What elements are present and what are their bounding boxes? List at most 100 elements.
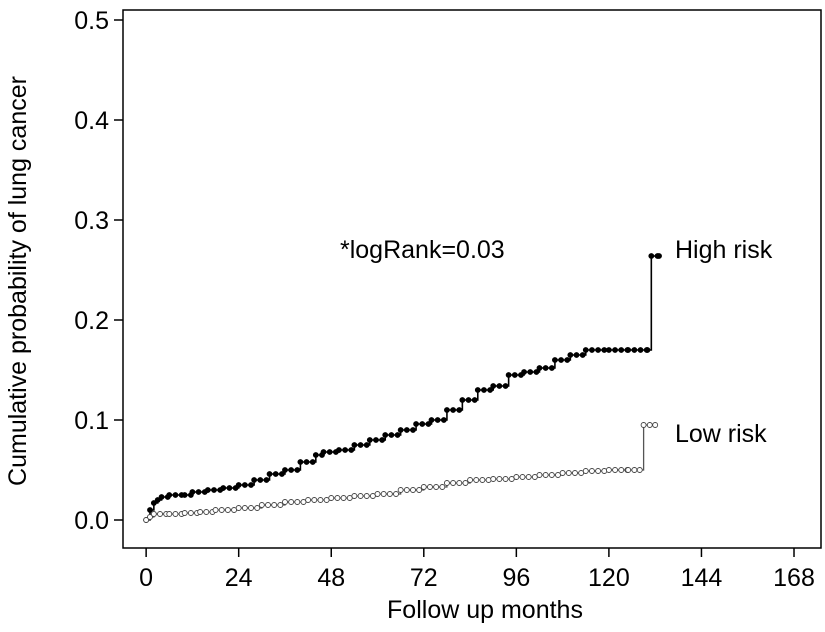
censor-point: [443, 480, 450, 486]
series-label-low-risk: Low risk: [675, 420, 767, 448]
censor-point: [612, 467, 619, 473]
x-tick-label: 72: [410, 564, 438, 592]
plot-frame: [122, 9, 822, 549]
censor-point: [166, 511, 173, 517]
censor-point: [496, 383, 503, 389]
x-tick-label: 144: [681, 564, 723, 592]
censor-point: [147, 507, 153, 513]
censor-point: [150, 511, 157, 517]
y-tick-label: 0.1: [74, 407, 109, 435]
censor-point: [606, 347, 612, 353]
censor-point: [456, 407, 463, 413]
censor-point: [220, 485, 227, 491]
censor-point: [410, 487, 416, 493]
censor-point: [459, 397, 466, 403]
censor-point: [326, 449, 333, 455]
censor-point: [558, 357, 564, 363]
censor-point: [434, 417, 441, 423]
censor-point: [481, 387, 487, 393]
censor-point: [320, 449, 327, 455]
censor-point: [652, 422, 659, 428]
censor-point: [226, 485, 233, 491]
censor-point: [428, 417, 435, 423]
y-tick-label: 0.5: [74, 7, 109, 35]
censor-point: [487, 387, 494, 393]
series-line-high-risk: [146, 255, 660, 521]
censor-point: [248, 505, 254, 511]
censor-point: [288, 467, 295, 473]
censor-point: [485, 477, 492, 483]
censor-point: [195, 489, 202, 495]
censor-point: [525, 474, 532, 480]
censor-point: [181, 492, 188, 498]
censor-point: [462, 480, 469, 486]
censor-point: [235, 505, 242, 511]
censor-point: [305, 497, 312, 503]
censor-point: [150, 500, 157, 506]
censor-point: [251, 477, 258, 483]
censor-point: [172, 492, 179, 498]
censor-point: [203, 509, 210, 515]
censor-point: [595, 468, 602, 474]
censor-point: [397, 487, 404, 493]
x-tick-label: 96: [502, 564, 530, 592]
censor-point: [552, 357, 558, 363]
censor-point: [573, 352, 580, 358]
censor-point: [197, 509, 204, 515]
censor-point: [271, 502, 278, 508]
censor-point: [241, 482, 248, 488]
censor-point: [294, 499, 301, 505]
censor-point: [340, 495, 347, 501]
censor-point: [636, 467, 643, 473]
censor-point: [410, 427, 416, 433]
annotation-logrank: *logRank=0.03: [340, 236, 505, 264]
censor-point: [559, 470, 566, 476]
censor-point: [380, 491, 387, 497]
series-layer: [143, 253, 662, 523]
censor-point: [303, 459, 310, 465]
censor-point: [258, 502, 265, 508]
x-tick-label: 168: [773, 564, 815, 592]
censor-point: [189, 489, 196, 495]
y-tick-label: 0.4: [74, 107, 109, 135]
censor-point: [379, 437, 386, 443]
censor-point: [456, 480, 463, 486]
censor-point: [440, 417, 447, 423]
censor-point: [601, 468, 608, 474]
censor-point: [467, 477, 474, 483]
censor-point: [605, 467, 612, 473]
censor-point: [413, 421, 419, 427]
y-tick-label: 0.3: [74, 207, 109, 235]
censor-point: [567, 352, 574, 358]
censor-point: [595, 347, 602, 353]
censor-point: [471, 397, 478, 403]
censor-point: [588, 468, 595, 474]
censor-point: [309, 459, 316, 465]
censor-point: [444, 407, 450, 413]
x-axis-title: Follow up months: [387, 596, 583, 624]
censor-point: [288, 499, 295, 505]
censor-point: [187, 510, 194, 516]
censor-point: [357, 442, 364, 448]
censor-point: [212, 507, 219, 513]
censor-point: [394, 432, 401, 438]
censor-point: [328, 495, 335, 501]
y-tick-label: 0.0: [74, 507, 109, 535]
censor-point: [278, 471, 285, 477]
censor-point: [342, 447, 349, 453]
censor-point: [166, 492, 173, 498]
censor-point: [582, 468, 589, 474]
censor-point: [235, 482, 242, 488]
censor-point: [536, 365, 543, 371]
censor-point: [425, 421, 432, 427]
censor-point: [656, 253, 662, 259]
censor-point: [366, 437, 373, 443]
censor-point: [579, 352, 586, 358]
censor-point: [204, 487, 211, 493]
censor-point: [374, 491, 381, 497]
censor-point: [625, 347, 632, 353]
censor-point: [450, 480, 457, 486]
censor-point: [519, 474, 526, 480]
censor-point: [277, 502, 284, 508]
x-tick-label: 24: [225, 564, 253, 592]
